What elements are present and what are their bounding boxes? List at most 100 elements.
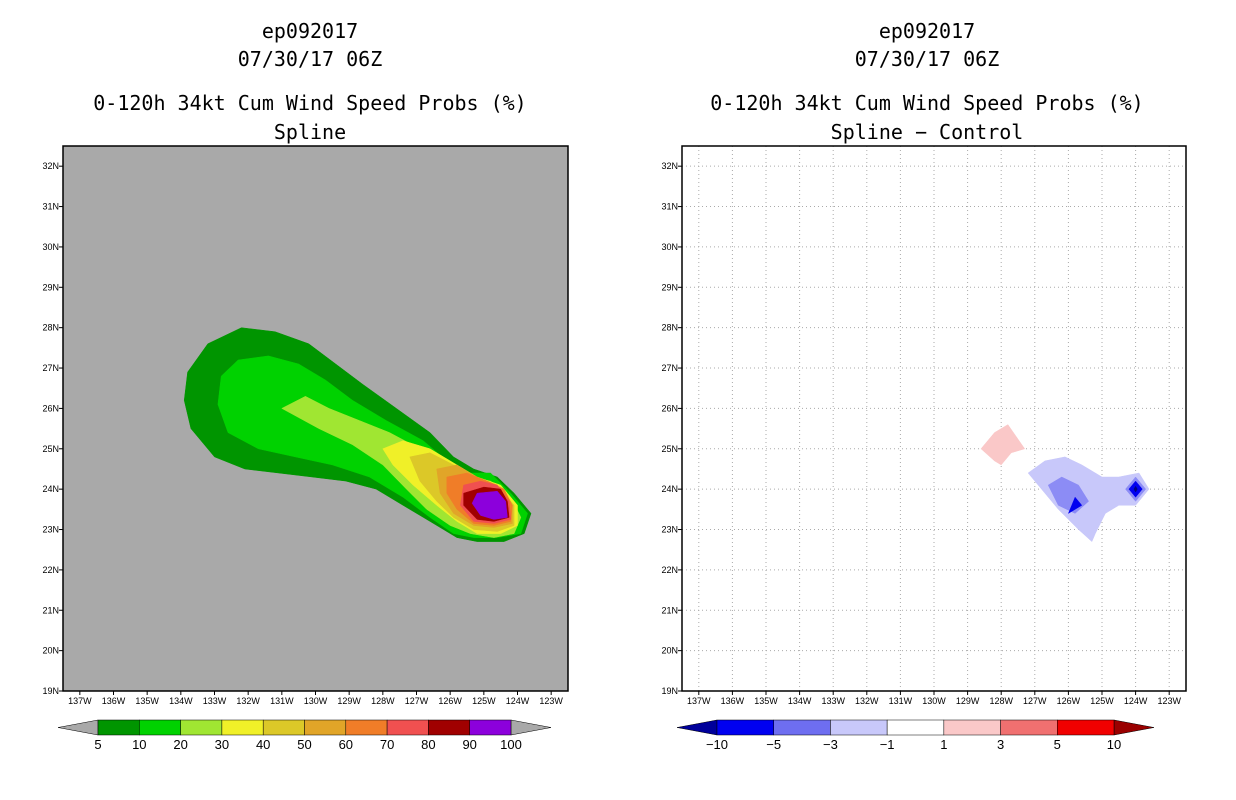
colorbar-label: 60 (339, 737, 353, 752)
colorbar-swatch (716, 719, 774, 736)
y-tick-label: 27N (661, 363, 678, 373)
y-tick-label: 23N (661, 525, 678, 535)
y-tick-label: 29N (661, 282, 678, 292)
colorbar-swatch (830, 719, 888, 736)
right-map-plot: 137W 136W 135W 134W 133W 132W 131W 130W 129W 128W… (661, 145, 1187, 706)
x-tick-label: 134W (169, 696, 193, 706)
right-datetime: 07/30/17 06Z (854, 47, 1000, 71)
colorbar-extend-low (676, 719, 718, 736)
right-colorbar: −10 −5 −3 −1 1 3 5 10 (676, 719, 1155, 752)
y-tick-label: 26N (42, 403, 59, 413)
colorbar-swatch (304, 719, 347, 736)
colorbar-label: −10 (706, 737, 728, 752)
colorbar-extend-high (510, 719, 552, 736)
y-tick-label: 19N (661, 686, 678, 696)
x-tick-label: 136W (102, 696, 126, 706)
colorbar-label: 20 (173, 737, 187, 752)
x-tick-label: 129W (956, 696, 980, 706)
colorbar-swatch (180, 719, 223, 736)
x-tick-label: 134W (788, 696, 812, 706)
colorbar-label: 100 (500, 737, 522, 752)
y-tick-label: 27N (42, 363, 59, 373)
y-tick-label: 24N (661, 484, 678, 494)
y-tick-label: 21N (42, 605, 59, 615)
y-tick-label: 28N (42, 323, 59, 333)
colorbar-label: 80 (421, 737, 435, 752)
y-tick-label: 32N (661, 161, 678, 171)
colorbar-label: −5 (766, 737, 781, 752)
x-tick-label: 125W (472, 696, 496, 706)
contour-level-90 (471, 490, 508, 520)
colorbar-extend-low (57, 719, 99, 736)
colorbar-label: 10 (132, 737, 146, 752)
x-tick-label: 131W (889, 696, 913, 706)
contour-level-neg1 (1027, 456, 1150, 543)
y-tick-label: 22N (42, 565, 59, 575)
colorbar-extend-high (1113, 719, 1155, 736)
colorbar-swatch (262, 719, 305, 736)
x-tick-label: 129W (337, 696, 361, 706)
y-tick-label: 20N (661, 646, 678, 656)
colorbar-swatch (1057, 719, 1115, 736)
colorbar-label: 40 (256, 737, 270, 752)
colorbar-label: 5 (1054, 737, 1061, 752)
y-tick-label: 24N (42, 484, 59, 494)
colorbar-swatch (221, 719, 264, 736)
left-colorbar: 5 10 20 30 40 50 60 70 80 90 100 (57, 719, 552, 752)
x-tick-label: 136W (721, 696, 745, 706)
x-tick-label: 124W (506, 696, 530, 706)
colorbar-label: 50 (297, 737, 311, 752)
colorbar-label: 70 (380, 737, 394, 752)
y-tick-label: 22N (661, 565, 678, 575)
colorbar-swatch (97, 719, 140, 736)
right-storm-id: ep092017 (878, 19, 976, 43)
colorbar-swatch (139, 719, 181, 736)
left-subtitle: Spline (273, 120, 347, 144)
colorbar-swatch (386, 719, 429, 736)
contour-level-neg5 (1067, 496, 1083, 515)
x-tick-label: 132W (236, 696, 260, 706)
x-tick-label: 131W (270, 696, 294, 706)
y-tick-label: 31N (42, 202, 59, 212)
x-tick-label: 130W (304, 696, 328, 706)
colorbar-label: 5 (94, 737, 101, 752)
colorbar-label: −3 (823, 737, 838, 752)
x-tick-label: 124W (1124, 696, 1148, 706)
y-tick-label: 30N (42, 242, 59, 252)
colorbar-swatch (943, 719, 1001, 736)
left-datetime: 07/30/17 06Z (237, 47, 383, 71)
y-tick-label: 30N (661, 242, 678, 252)
y-tick-label: 25N (42, 444, 59, 454)
colorbar-swatch (428, 719, 470, 736)
colorbar-swatch (1000, 719, 1058, 736)
x-tick-label: 126W (1057, 696, 1081, 706)
x-tick-label: 133W (821, 696, 845, 706)
x-tick-label: 127W (405, 696, 429, 706)
colorbar-label: 30 (215, 737, 229, 752)
x-tick-label: 137W (68, 696, 92, 706)
x-tick-label: 135W (754, 696, 778, 706)
x-tick-label: 128W (989, 696, 1013, 706)
y-tick-label: 29N (42, 282, 59, 292)
y-tick-label: 32N (42, 161, 59, 171)
y-tick-label: 23N (42, 525, 59, 535)
colorbar-label: 3 (997, 737, 1004, 752)
colorbar-label: 1 (940, 737, 947, 752)
contour-level-neg10 (1133, 485, 1138, 493)
colorbar-label: 10 (1107, 737, 1121, 752)
x-tick-label: 137W (687, 696, 711, 706)
x-tick-label: 133W (203, 696, 227, 706)
x-tick-label: 132W (855, 696, 879, 706)
x-tick-label: 127W (1023, 696, 1047, 706)
left-storm-id: ep092017 (261, 19, 359, 43)
colorbar-swatch (469, 719, 512, 736)
x-tick-label: 128W (371, 696, 395, 706)
colorbar-swatch (886, 719, 945, 736)
colorbar-label: −1 (880, 737, 895, 752)
x-tick-label: 135W (135, 696, 159, 706)
x-tick-label: 123W (1157, 696, 1181, 706)
y-tick-label: 21N (661, 605, 678, 615)
contour-level-1 (980, 424, 1026, 466)
y-tick-label: 19N (42, 686, 59, 696)
